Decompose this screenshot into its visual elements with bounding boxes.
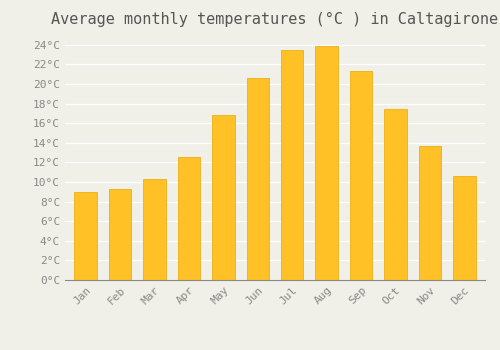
Bar [384,108,406,280]
Bar [178,156,200,280]
Bar [453,176,475,280]
Bar [74,192,97,280]
Bar [350,71,372,280]
Bar [212,116,234,280]
Title: Average monthly temperatures (°C ) in Caltagirone: Average monthly temperatures (°C ) in Ca… [52,12,498,27]
Bar [281,50,303,280]
Bar [246,78,269,280]
Bar [316,46,338,280]
Bar [418,146,441,280]
Bar [144,179,166,280]
Bar [109,189,132,280]
